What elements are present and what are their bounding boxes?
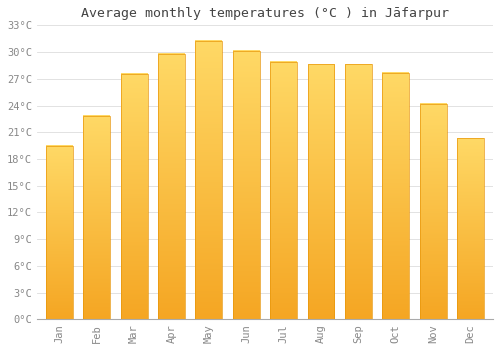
Bar [196,41,222,320]
Bar [46,146,72,320]
Bar [83,116,110,320]
Bar [457,139,484,320]
Bar [308,64,334,320]
Bar [420,104,446,320]
Bar [382,72,409,320]
Title: Average monthly temperatures (°C ) in Jāfarpur: Average monthly temperatures (°C ) in Jā… [81,7,449,20]
Bar [270,62,297,320]
Bar [120,74,148,320]
Bar [158,54,185,320]
Bar [233,51,260,320]
Bar [345,64,372,320]
